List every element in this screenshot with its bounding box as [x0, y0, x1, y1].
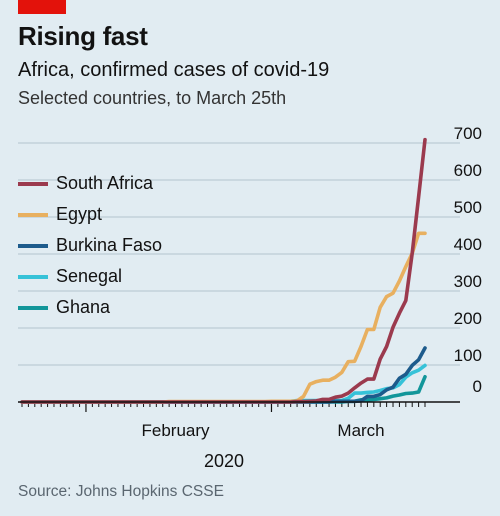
gridlines [18, 142, 460, 366]
legend-label-ghana: Ghana [56, 297, 111, 317]
y-tick-label-300: 300 [454, 272, 482, 291]
chart-title: Rising fast [18, 21, 148, 51]
y-tick-label-100: 100 [454, 346, 482, 365]
legend-item-burkina-faso: Burkina Faso [18, 230, 162, 261]
legend-swatch-burkina-faso [18, 243, 48, 248]
legend-item-south-africa: South Africa [18, 168, 162, 199]
chart-note: Selected countries, to March 25th [18, 88, 287, 108]
legend-swatch-south-africa [18, 181, 48, 186]
brand-tag [18, 0, 66, 14]
legend-swatch-senegal [18, 274, 48, 279]
x-year-label: 2020 [204, 451, 244, 471]
y-tick-labels: 0 100 200 300 400 500 600 700 [454, 124, 482, 396]
legend-item-ghana: Ghana [18, 292, 162, 323]
legend-label-senegal: Senegal [56, 266, 123, 286]
y-tick-label-700: 700 [454, 124, 482, 143]
y-tick-label-200: 200 [454, 309, 482, 328]
legend-label-burkina-faso: Burkina Faso [56, 235, 163, 255]
x-axis-ticks: February March 2020 [21, 402, 426, 471]
legend-swatch-ghana [18, 305, 48, 310]
y-tick-label-600: 600 [454, 161, 482, 180]
y-tick-label-0: 0 [473, 377, 482, 396]
y-tick-label-500: 500 [454, 198, 482, 217]
x-tick-label-february: February [142, 421, 211, 440]
legend-item-senegal: Senegal [18, 261, 162, 292]
legend-swatch-egypt [18, 212, 48, 217]
x-tick-label-march: March [337, 421, 384, 440]
legend-label-egypt: Egypt [56, 204, 103, 224]
legend-item-egypt: Egypt [18, 199, 162, 230]
source-note: Source: Johns Hopkins CSSE [18, 483, 224, 500]
legend-label-south-africa: South Africa [56, 173, 154, 193]
chart-subtitle: Africa, confirmed cases of covid-19 [18, 59, 330, 81]
y-tick-label-400: 400 [454, 235, 482, 254]
legend: South Africa Egypt Burkina Faso Senegal Ghan… [18, 168, 162, 323]
